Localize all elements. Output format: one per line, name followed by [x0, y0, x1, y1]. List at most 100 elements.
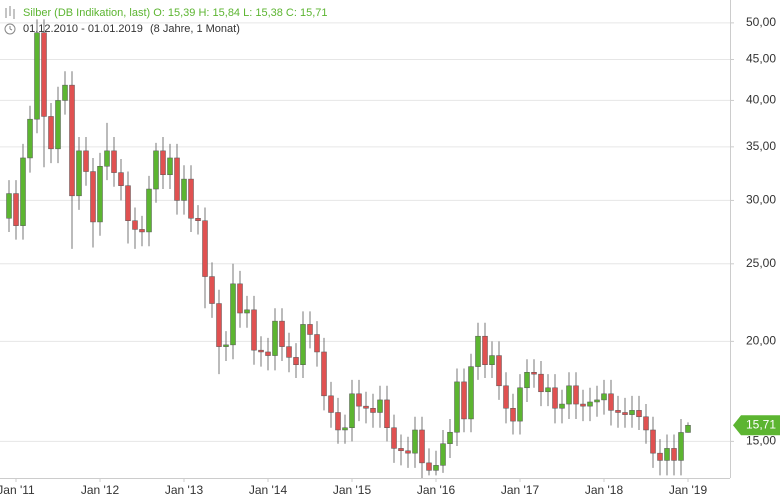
candle-body [62, 84, 68, 101]
candle-body [671, 448, 677, 461]
candle-body [223, 344, 229, 347]
candle-body [510, 407, 516, 422]
candle-body [6, 193, 12, 219]
x-tick-label: Jan '15 [333, 483, 372, 497]
candle-body [398, 448, 404, 452]
candle-body [594, 399, 600, 403]
candle-body [531, 372, 537, 375]
y-tick-label: 40,00 [746, 93, 776, 107]
y-tick-label: 20,00 [746, 334, 776, 348]
candle-body [447, 431, 453, 444]
y-tick-label: 25,00 [746, 256, 776, 270]
candle-body [174, 157, 180, 201]
candle-body [608, 393, 614, 411]
x-tick-label: Jan '11 [0, 483, 35, 497]
candle-body [244, 309, 250, 314]
candle-body [461, 381, 467, 420]
candle-body [293, 357, 299, 365]
candle-body [83, 150, 89, 172]
candle-body [104, 150, 110, 167]
candle-body [587, 401, 593, 407]
candle-body [545, 387, 551, 393]
candle-body [202, 220, 208, 277]
candle-body [440, 443, 446, 466]
price-tag-label: 15,71 [746, 417, 776, 431]
candle-body [678, 432, 684, 461]
candle-body [650, 429, 656, 454]
candle-body [300, 324, 306, 365]
candle-body [181, 178, 187, 201]
candle-body [573, 385, 579, 405]
chart-title: Silber (DB Indikation, last) O: 15,39 H:… [23, 7, 328, 19]
candle-body [384, 399, 390, 428]
candle-body [489, 355, 495, 365]
candle-body [342, 427, 348, 431]
y-tick-label: 30,00 [746, 193, 776, 207]
candle-body [146, 188, 152, 233]
candle-body [34, 32, 40, 120]
candle-body [279, 320, 285, 347]
y-tick-label: 45,00 [746, 52, 776, 66]
candle-body [468, 366, 474, 420]
candle-body [230, 283, 236, 346]
candle-body [580, 403, 586, 407]
candle-body [139, 229, 145, 233]
candle-body [20, 157, 26, 226]
candle-body [237, 283, 243, 314]
candle-body [503, 385, 509, 409]
candle-body [370, 407, 376, 413]
candle-body [349, 393, 355, 428]
candle-body [419, 429, 425, 464]
candle-body [55, 100, 61, 150]
candle-body [615, 410, 621, 413]
x-tick-label: Jan '14 [249, 483, 288, 497]
candle-body [433, 465, 439, 471]
candle-body [125, 185, 131, 221]
candle-body [48, 116, 54, 150]
candle-body [517, 387, 523, 422]
candle-body [272, 320, 278, 356]
candle-body [76, 150, 82, 197]
candle-body [153, 150, 159, 190]
y-tick-label: 15,00 [746, 434, 776, 448]
candle-body [188, 178, 194, 219]
candle-body [538, 373, 544, 393]
candle-body [629, 410, 635, 415]
candle-body [307, 324, 313, 335]
candle-body [216, 303, 222, 347]
candle-body [566, 385, 572, 405]
candle-body [636, 410, 642, 418]
candle-body [405, 450, 411, 454]
candle-body [69, 84, 75, 197]
candle-body [41, 32, 47, 117]
x-tick-label: Jan '18 [585, 483, 624, 497]
candle-body [601, 393, 607, 401]
candle-body [209, 276, 215, 304]
candle-body [160, 150, 166, 176]
candle-body [27, 118, 33, 159]
header-icon [4, 6, 16, 35]
candle-body [391, 427, 397, 449]
candle-body [363, 405, 369, 409]
candle-body [496, 355, 502, 387]
candle-body [482, 335, 488, 365]
x-tick-label: Jan '12 [81, 483, 120, 497]
candle-body [265, 351, 271, 356]
candle-body [111, 150, 117, 173]
candle-body [524, 372, 530, 389]
candle-body [321, 351, 327, 397]
x-tick-label: Jan '17 [501, 483, 540, 497]
candle-body [314, 334, 320, 353]
candle-body [286, 346, 292, 358]
x-tick-label: Jan '13 [165, 483, 204, 497]
candle-body [657, 452, 663, 461]
candle-body [13, 193, 19, 226]
candle-body [685, 425, 691, 433]
candle-body [90, 171, 96, 223]
candle-body [97, 166, 103, 223]
candle-body [377, 399, 383, 413]
candle-body [622, 412, 628, 415]
candle-body [643, 416, 649, 431]
candle-body [251, 309, 257, 351]
